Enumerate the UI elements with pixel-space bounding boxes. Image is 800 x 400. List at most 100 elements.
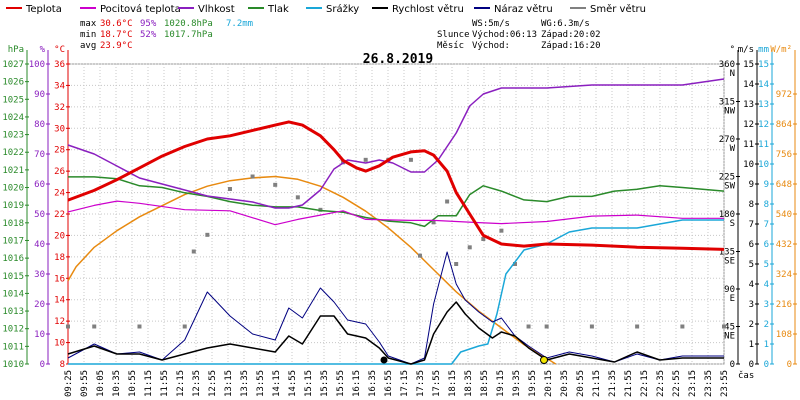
wind-dir-point	[363, 157, 368, 162]
wind-dir-point	[66, 324, 70, 329]
x-tick-label: 10:35	[112, 370, 122, 397]
series-line-humidity	[67, 78, 725, 209]
degrees-dir-label: E	[730, 294, 735, 304]
wm2-axis-label: W/m²	[770, 45, 792, 55]
mm-tick-label: 14	[758, 80, 769, 90]
celsius-tick-label: 18	[54, 253, 65, 263]
hpa-tick-label: 1014	[2, 289, 24, 299]
x-tick-label: 09:25	[64, 370, 74, 397]
ms-tick-label: 3	[749, 300, 754, 310]
ms-tick-label: 14	[743, 80, 754, 90]
hpa-axis-label: hPa	[8, 45, 24, 55]
series-line-pressure	[68, 176, 725, 228]
x-tick-label: 18:15	[448, 370, 458, 397]
degrees-tick-label: 0	[730, 360, 735, 370]
hpa-tick-label: 1025	[2, 95, 24, 105]
mm-tick-label: 11	[758, 140, 769, 150]
legend-label-temperature: Teplota	[25, 4, 62, 15]
wm2-tick-label: 432	[776, 240, 792, 250]
legend: Teplota Pocitová teplota Vlhkost Tlak Sr…	[6, 3, 646, 15]
stats-block: max 30.6°C 95% 1020.8hPa 7.2mm min 18.7°…	[80, 19, 601, 51]
degrees-dir-label: W	[730, 144, 736, 154]
wm2-tick-label: 0	[787, 360, 792, 370]
hpa-tick-label: 1011	[2, 342, 24, 352]
ms-axis-label: m/s	[738, 45, 754, 55]
x-tick-label: 12:55	[208, 370, 218, 397]
x-tick-label: 18:55	[480, 370, 490, 397]
hpa-tick-label: 1023	[2, 131, 24, 141]
percent-tick-label: 90	[34, 90, 45, 100]
mm-tick-label: 12	[758, 120, 769, 130]
wind-dir-point	[273, 182, 278, 187]
series-line-sun	[67, 175, 557, 365]
wind-dir-point	[481, 237, 486, 241]
x-tick-label: 13:35	[240, 370, 250, 397]
wind-dir-point	[295, 195, 300, 200]
stat-min-hum: 52%	[140, 30, 157, 40]
x-tick-label: 21:15	[592, 370, 602, 397]
legend-label-feels-like: Pocitová teplota	[100, 3, 181, 15]
celsius-tick-label: 10	[54, 339, 65, 349]
percent-tick-label: 30	[34, 270, 45, 280]
legend-label-wind-gust: Náraz větru	[494, 3, 553, 15]
x-tick-label: 16:55	[384, 370, 394, 397]
x-tick-label: 22:55	[672, 370, 682, 397]
degrees-tick-label: 225	[719, 173, 735, 183]
x-tick-label: 20:35	[560, 370, 570, 397]
x-tick-label: 19:55	[528, 370, 538, 397]
x-tick-label: 19:35	[512, 370, 522, 397]
mm-axis-label: mm	[758, 45, 769, 55]
x-tick-label: 15:55	[336, 370, 346, 397]
degrees-tick-label: 360	[719, 60, 735, 70]
hpa-tick-label: 1015	[2, 272, 24, 282]
series-line-temperature	[67, 120, 725, 251]
x-tick-label: 18:35	[464, 370, 474, 397]
legend-feels-like: Pocitová teplota	[80, 3, 181, 15]
hpa-tick-label: 1022	[2, 148, 24, 158]
x-tick-label: 10:05	[96, 370, 106, 397]
celsius-tick-label: 30	[54, 124, 65, 134]
x-tick-label: 21:35	[608, 370, 618, 397]
wind-dir-point	[635, 324, 640, 329]
moonset-marker	[380, 356, 388, 364]
wind-dir-point	[92, 324, 97, 329]
series-line-wind-speed	[67, 301, 724, 365]
degrees-dir-label: NE	[724, 332, 735, 342]
mm-tick-label: 2	[764, 320, 769, 330]
stat-moon-label: Měsíc	[437, 41, 464, 51]
x-tick-label: 14:15	[272, 370, 282, 397]
x-tick-label: 23:55	[720, 370, 730, 397]
x-tick-label: 20:15	[544, 370, 554, 397]
degrees-tick-label: 45	[724, 323, 735, 333]
stat-avg-temp: 23.9°C	[100, 41, 133, 51]
mm-tick-label: 10	[758, 160, 769, 170]
stat-max-press: 1020.8hPa	[164, 19, 213, 29]
wm2-tick-label: 216	[776, 300, 792, 310]
wind-dir-point	[191, 249, 196, 254]
celsius-tick-label: 36	[54, 60, 65, 70]
hpa-tick-label: 1024	[2, 113, 24, 123]
wm2-tick-label: 972	[776, 90, 792, 100]
stat-min-label: min	[80, 30, 96, 40]
wind-dir-point	[137, 324, 142, 329]
wm2-tick-label: 540	[776, 210, 792, 220]
hpa-tick-label: 1021	[2, 166, 24, 176]
degrees-dir-label: N	[730, 69, 735, 79]
hpa-tick-label: 1012	[2, 325, 24, 335]
x-tick-label: 13:55	[256, 370, 266, 397]
ms-tick-label: 15	[743, 60, 754, 70]
ms-tick-label: 13	[743, 100, 754, 110]
percent-tick-label: 20	[34, 300, 45, 310]
percent-tick-label: 50	[34, 210, 45, 220]
celsius-tick-label: 34	[54, 81, 65, 91]
hpa-tick-label: 1017	[2, 236, 24, 246]
ms-tick-label: 7	[749, 220, 754, 230]
x-tick-label: 23:15	[688, 370, 698, 397]
mm-tick-label: 7	[764, 220, 769, 230]
wm2-tick-label: 756	[776, 150, 792, 160]
wind-dir-point	[250, 174, 255, 179]
mm-tick-label: 9	[764, 180, 769, 190]
degrees-tick-label: 315	[719, 98, 735, 108]
percent-tick-label: 60	[34, 180, 45, 190]
